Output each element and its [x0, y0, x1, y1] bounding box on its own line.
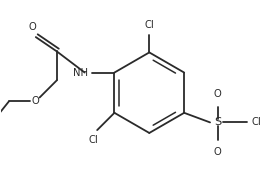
Text: NH: NH — [73, 68, 88, 78]
Text: O: O — [32, 96, 40, 106]
Text: O: O — [214, 89, 222, 99]
Text: Cl: Cl — [144, 20, 154, 30]
Text: S: S — [214, 117, 221, 127]
Text: Cl: Cl — [88, 135, 98, 145]
Text: O: O — [214, 147, 222, 157]
Text: O: O — [28, 22, 36, 32]
Text: Cl: Cl — [251, 117, 261, 127]
